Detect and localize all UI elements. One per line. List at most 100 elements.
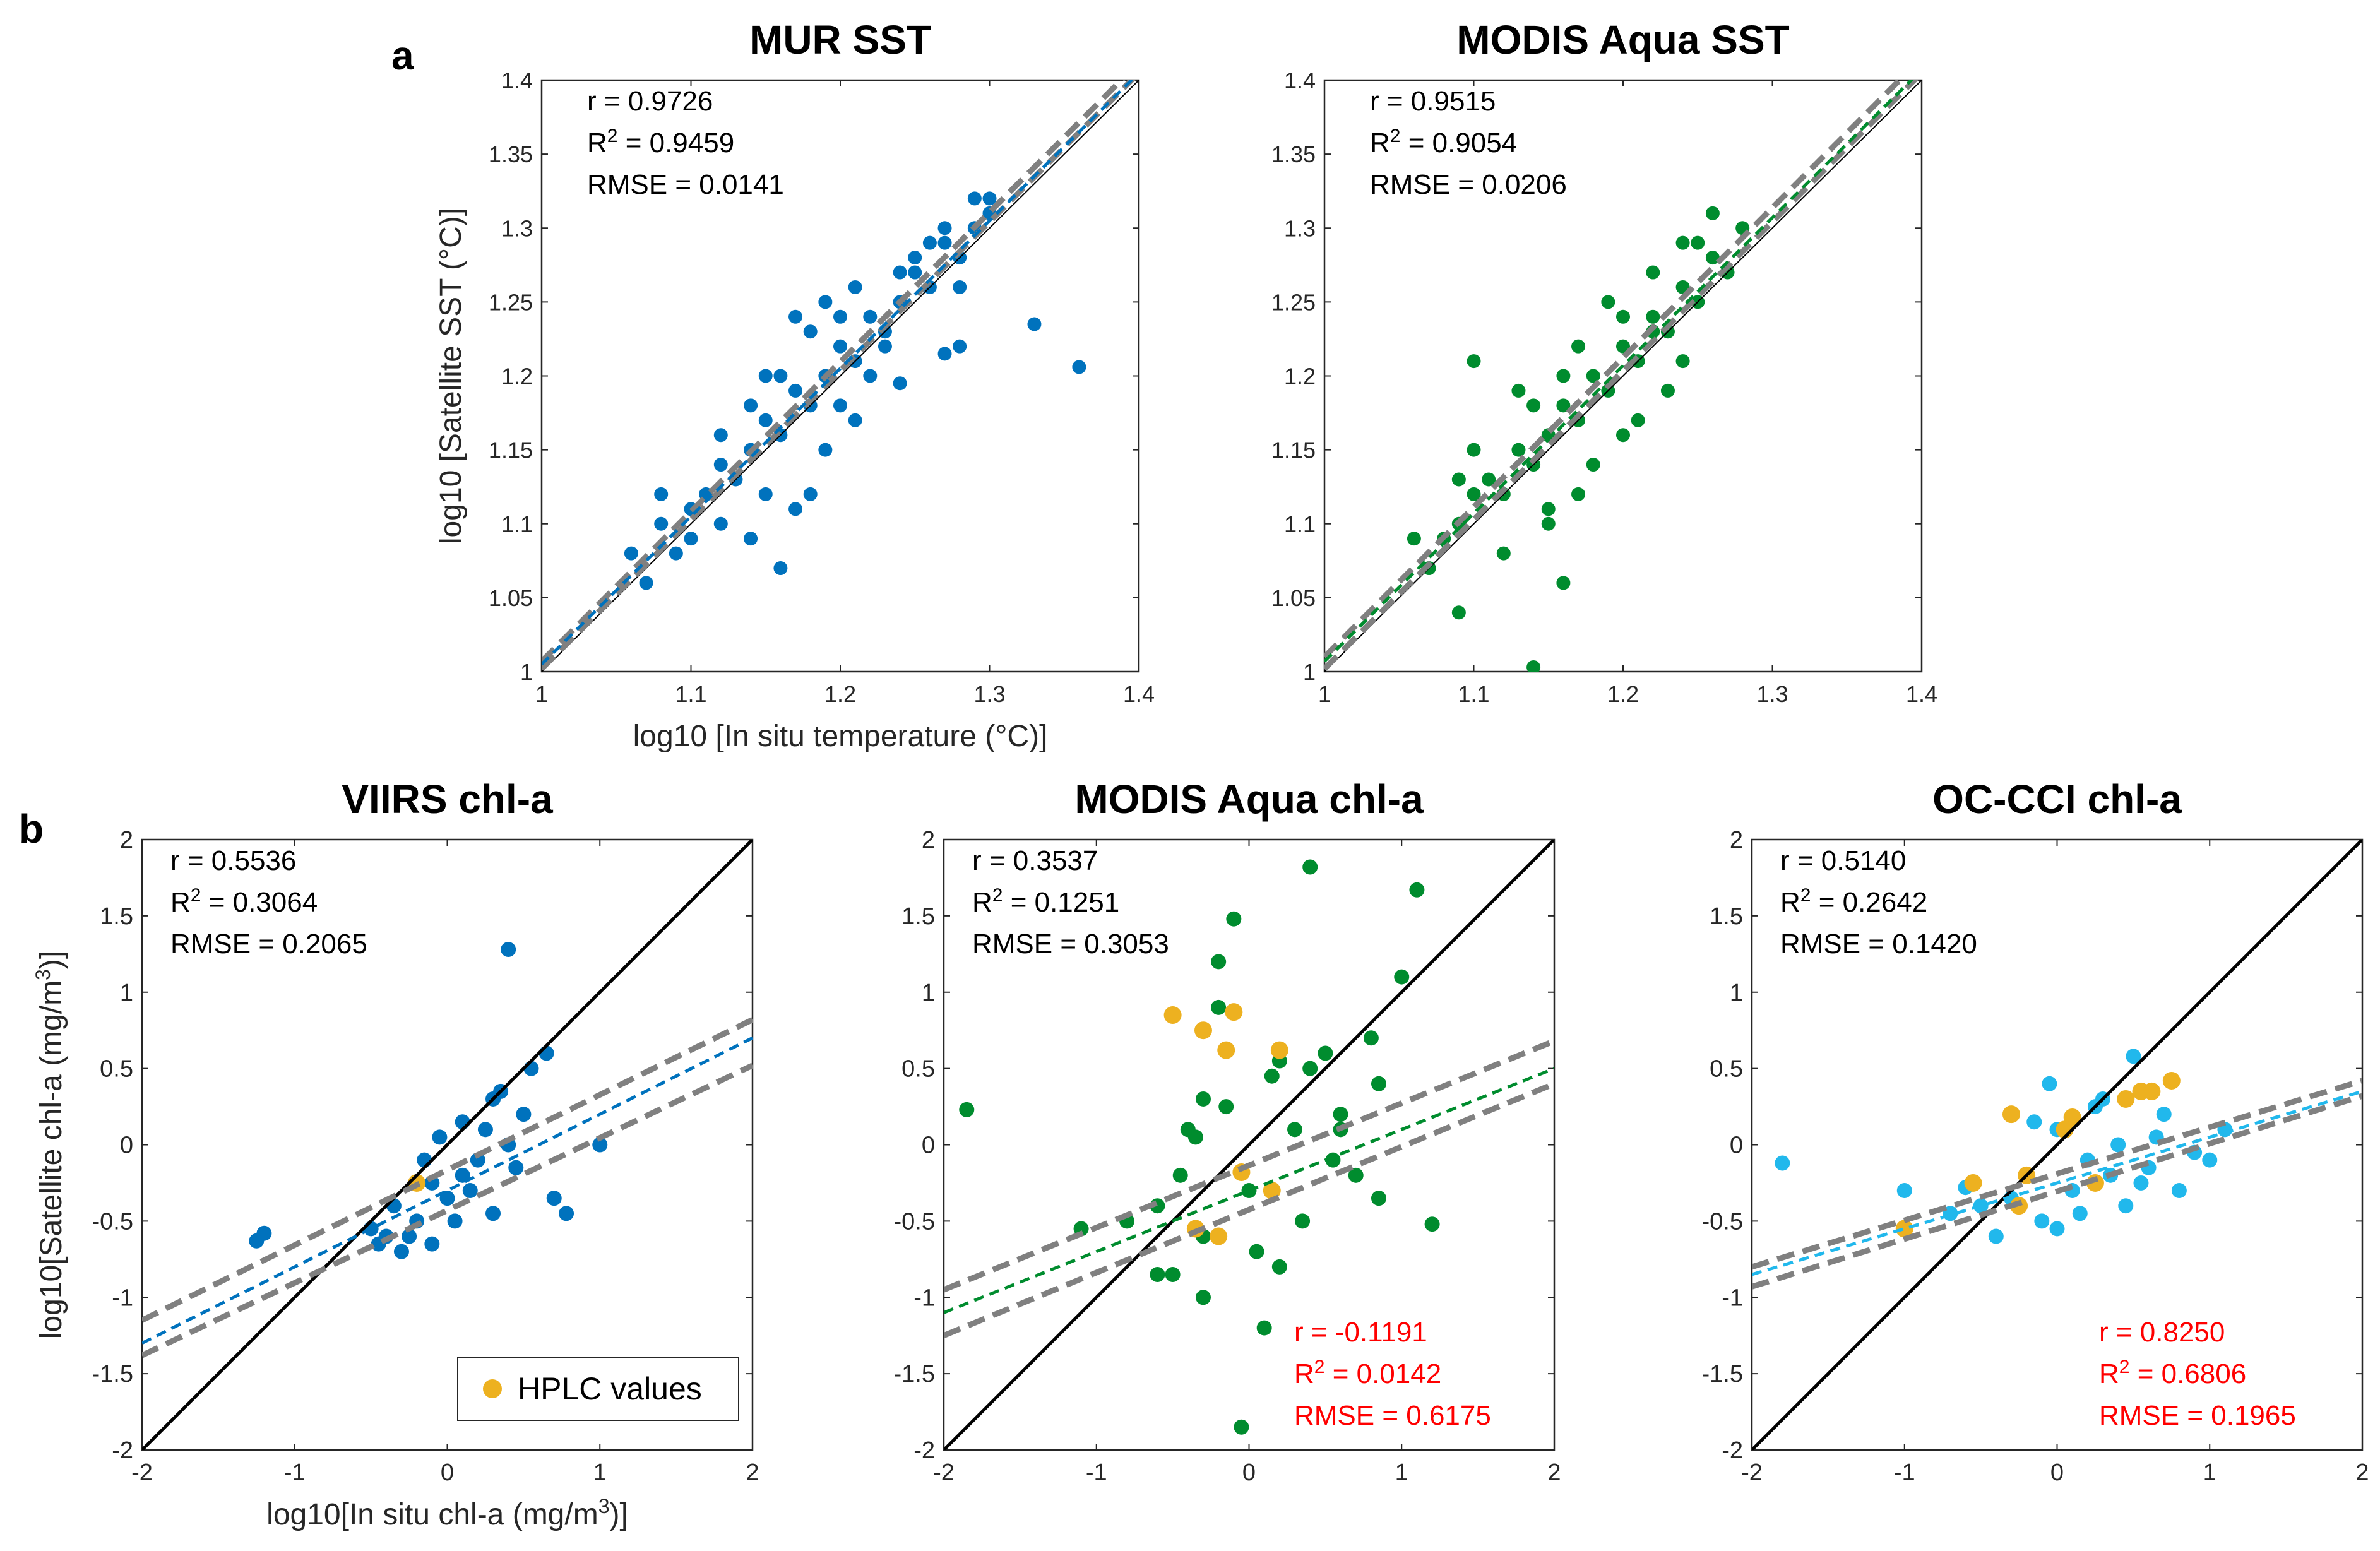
data-point xyxy=(818,443,833,457)
panel-label-a: a xyxy=(391,33,414,78)
data-point xyxy=(2110,1137,2126,1153)
confidence-line xyxy=(142,1062,753,1358)
y-tick-label: -0.5 xyxy=(1702,1208,1743,1235)
data-point xyxy=(803,324,818,339)
stat-r: r = 0.9726 xyxy=(587,86,713,117)
data-point xyxy=(1371,1191,1386,1206)
chart-occci: OC-CCI chl-a -2 -1 0 1 2 -2 -1.5 -1 -0.5 0 0.5 1 1.5 2… xyxy=(1702,776,2369,1486)
data-point xyxy=(1541,516,1556,531)
hplc-point xyxy=(1217,1041,1235,1059)
x-tick-label: 1.4 xyxy=(1906,681,1937,707)
data-point xyxy=(1675,235,1690,250)
chart-mur: MUR SST 1 1.1 1.2 1.3 1.4 1 1.05 1.1 1.15 1.2 1.25 1… xyxy=(434,17,1155,753)
x-tick-label: 1 xyxy=(1395,1459,1408,1486)
charts: MUR SST 1 1.1 1.2 1.3 1.4 1 1.05 1.1 1.15 1.2 1.25 1… xyxy=(32,17,2369,1531)
data-point xyxy=(967,191,982,206)
data-point xyxy=(1451,472,1466,487)
data-point xyxy=(848,280,862,294)
x-tick-label: 1 xyxy=(593,1459,607,1486)
data-point xyxy=(447,1213,463,1229)
stat-rmse: RMSE = 0.1420 xyxy=(1780,929,1977,960)
data-point xyxy=(455,1167,470,1183)
data-point xyxy=(592,1137,608,1153)
data-point xyxy=(1195,1290,1211,1305)
data-point xyxy=(508,1160,524,1175)
data-point xyxy=(788,383,803,398)
data-point xyxy=(959,1102,975,1117)
x-tick-label: -2 xyxy=(1741,1459,1763,1486)
x-tick-label: 0 xyxy=(441,1459,454,1486)
data-point xyxy=(1234,1419,1249,1435)
data-point xyxy=(1325,1152,1341,1168)
x-tick-label: 1.4 xyxy=(1123,681,1155,707)
y-axis-label: log10[Satellite chl-a (mg/m3)] xyxy=(32,951,68,1339)
data-point xyxy=(1363,1030,1379,1046)
data-point xyxy=(1541,502,1556,516)
data-point xyxy=(2126,1049,2141,1064)
legend: HPLC values xyxy=(457,1357,739,1421)
data-point xyxy=(1027,317,1042,331)
hplc-point xyxy=(1225,1003,1243,1021)
data-point xyxy=(1586,458,1600,472)
data-point xyxy=(1675,354,1690,369)
y-tick-label: 1.2 xyxy=(1284,364,1316,389)
data-point xyxy=(1601,295,1615,309)
x-tick-label: 1.1 xyxy=(675,681,706,707)
data-point xyxy=(713,428,728,443)
data-point xyxy=(1616,428,1630,443)
data-point xyxy=(713,458,728,472)
data-point xyxy=(2156,1107,2172,1122)
data-point xyxy=(908,265,922,280)
x-tick-label: -1 xyxy=(284,1459,306,1486)
data-point xyxy=(439,1191,455,1206)
data-point xyxy=(908,251,922,265)
stat-r: r = -0.1191 xyxy=(1294,1317,1427,1348)
chart-title: MODIS Aqua SST xyxy=(1456,17,1789,62)
y-tick-label: 1.35 xyxy=(489,141,533,167)
data-point xyxy=(2042,1076,2057,1091)
hplc-point xyxy=(1895,1220,1913,1238)
y-tick-label: 1 xyxy=(922,980,935,1006)
data-point xyxy=(922,235,937,250)
y-tick-label: 0.5 xyxy=(1710,1056,1743,1083)
y-tick-label: 1 xyxy=(120,980,133,1006)
y-tick-label: 1.15 xyxy=(489,437,533,463)
data-point xyxy=(669,546,683,561)
data-point xyxy=(501,942,516,958)
plot-area xyxy=(1752,840,2362,1450)
hplc-point xyxy=(1263,1182,1281,1200)
chart-viirs: VIIRS chl-a -2 -1 0 1 2 -2 -1.5 -1 -0.5 0 0.5 1 1.5 2 l… xyxy=(32,776,759,1531)
data-point xyxy=(1646,309,1660,324)
data-point xyxy=(1295,1213,1311,1229)
chart-modis_sst: MODIS Aqua SST 1 1.1 1.2 1.3 1.4 1 1.05 1.1 1.15 1… xyxy=(1271,17,1937,707)
y-tick-label: -1.5 xyxy=(894,1361,935,1388)
y-tick-label: -2 xyxy=(112,1437,133,1464)
x-tick-label: 1.2 xyxy=(824,681,856,707)
data-point xyxy=(1586,369,1600,383)
y-tick-label: 0 xyxy=(120,1132,133,1159)
data-point xyxy=(538,1045,554,1061)
y-tick-label: 1.4 xyxy=(501,68,533,93)
data-point xyxy=(546,1191,562,1206)
data-point xyxy=(1187,1129,1203,1145)
data-point xyxy=(863,369,878,383)
regression-line xyxy=(1324,80,1913,663)
y-tick-label: 0 xyxy=(922,1132,935,1159)
stat-r: r = 0.8250 xyxy=(2099,1317,2225,1348)
confidence-line xyxy=(1324,80,1904,659)
data-point xyxy=(953,280,967,294)
data-point xyxy=(1482,472,1496,487)
data-point xyxy=(1646,265,1660,280)
data-point xyxy=(1172,1167,1188,1183)
data-point xyxy=(953,339,967,354)
stat-r2: R2 = 0.9459 xyxy=(587,126,734,159)
data-point xyxy=(2202,1152,2218,1168)
y-tick-label: 1.4 xyxy=(1284,68,1316,93)
x-tick-label: 2 xyxy=(746,1459,759,1486)
data-point xyxy=(1249,1244,1264,1259)
data-point xyxy=(2171,1183,2187,1199)
confidence-line xyxy=(1752,1093,2362,1290)
data-point xyxy=(432,1129,448,1145)
y-tick-label: -0.5 xyxy=(92,1208,133,1235)
hplc-point xyxy=(2162,1071,2181,1090)
